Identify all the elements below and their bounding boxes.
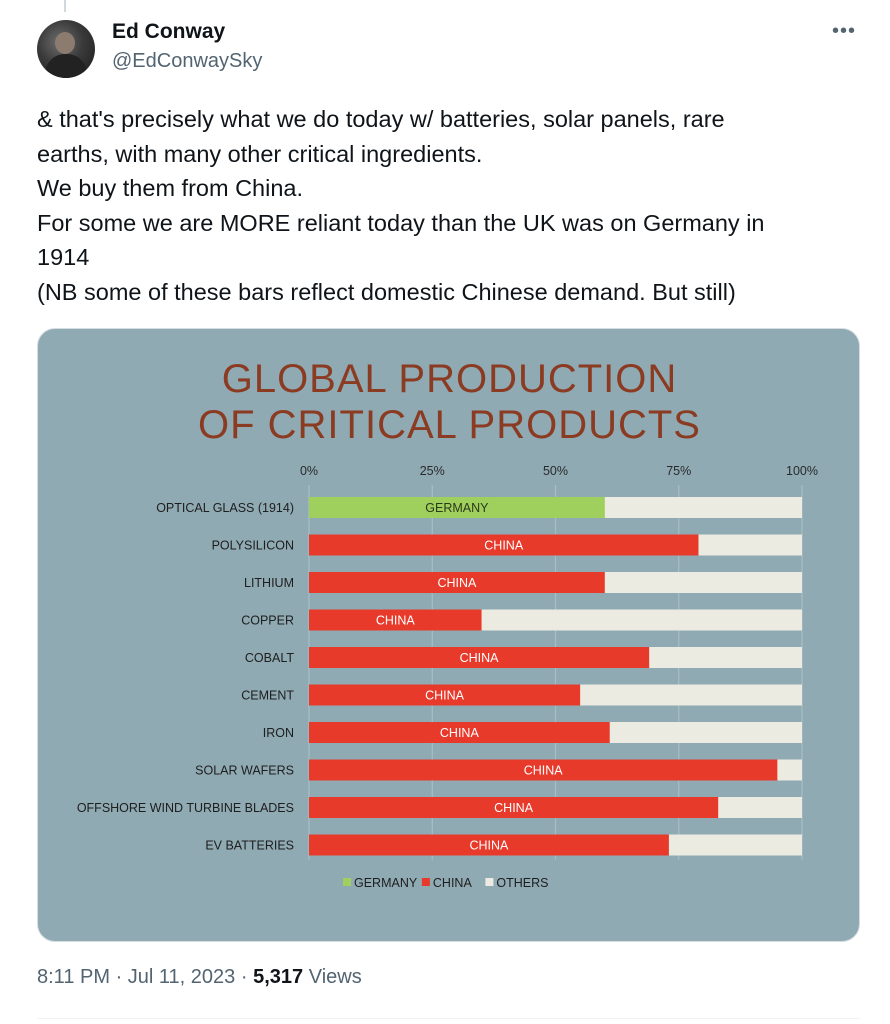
tweet-meta: 8:11 PM · Jul 11, 2023 · 5,317 Views xyxy=(37,966,362,989)
leader-bar xyxy=(309,834,669,856)
category-label: OFFSHORE WIND TURBINE BLADES xyxy=(77,801,294,815)
views-label: Views xyxy=(308,966,362,988)
tweet-line: (NB some of these bars reflect domestic … xyxy=(37,278,736,305)
chart-title-line-1: GLOBAL PRODUCTION xyxy=(221,357,678,401)
legend-label: CHINA xyxy=(433,876,473,890)
leader-bar xyxy=(309,684,581,706)
leader-bar xyxy=(309,722,610,743)
bar-label: CHINA xyxy=(437,576,477,590)
category-label: SOLAR WAFERS xyxy=(195,764,294,778)
bar-label: CHINA xyxy=(494,801,534,815)
bar-label: CHINA xyxy=(484,539,524,553)
author-handle[interactable]: @EdConwaySky xyxy=(112,50,263,72)
legend-swatch xyxy=(421,878,430,886)
tweet-line: & that's precisely what we do today w/ b… xyxy=(37,106,725,132)
tweet-media-chart[interactable]: GLOBAL PRODUCTION OF CRITICAL PRODUCTS 0… xyxy=(37,328,860,942)
x-tick-label: 75% xyxy=(666,464,691,478)
tweet-line: earths, with many other critical ingredi… xyxy=(37,140,483,167)
meta-separator: · xyxy=(240,966,248,988)
x-tick-label: 50% xyxy=(543,464,568,478)
avatar[interactable] xyxy=(37,20,95,78)
chart-title-line-2: OF CRITICAL PRODUCTS xyxy=(198,403,701,447)
bar-label: CHINA xyxy=(469,839,509,853)
bar-label: CHINA xyxy=(425,689,465,703)
tweet-date[interactable]: Jul 11, 2023 xyxy=(127,966,236,988)
leader-bar xyxy=(309,534,699,556)
divider xyxy=(37,1018,860,1019)
bar-label: CHINA xyxy=(376,614,416,628)
category-label: LITHIUM xyxy=(244,576,294,590)
legend-swatch xyxy=(343,878,351,886)
category-label: IRON xyxy=(263,726,294,740)
x-tick-label: 0% xyxy=(300,464,318,478)
leader-bar xyxy=(309,497,605,518)
legend-label: OTHERS xyxy=(496,876,548,890)
category-label: COBALT xyxy=(245,651,294,665)
legend-swatch xyxy=(485,878,494,886)
author-name[interactable]: Ed Conway xyxy=(112,20,226,43)
category-label: COPPER xyxy=(241,614,294,628)
bar-chart: 0% 25% 50% 75% 100% OPTICAL GLASS (1914) GERMA… xyxy=(77,464,818,890)
category-label: POLYSILICON xyxy=(212,539,294,553)
x-tick-label: 25% xyxy=(420,464,445,478)
leader-bar xyxy=(309,759,778,781)
x-tick-label: 100% xyxy=(786,464,818,478)
leader-bar xyxy=(309,572,605,593)
views-count: 5,317 xyxy=(253,966,304,988)
category-label: OPTICAL GLASS (1914) xyxy=(156,501,294,515)
leader-bar xyxy=(309,647,650,668)
category-label: CEMENT xyxy=(241,689,294,703)
thread-connector xyxy=(64,0,66,12)
legend-label: GERMANY xyxy=(354,876,418,890)
leader-bar xyxy=(309,609,482,631)
tweet-line: 1914 xyxy=(37,244,90,270)
meta-separator: · xyxy=(115,966,123,988)
bar-label: CHINA xyxy=(460,651,500,665)
tweet-time[interactable]: 8:11 PM xyxy=(37,966,110,988)
bar-label: CHINA xyxy=(524,764,564,778)
category-label: EV BATTERIES xyxy=(205,839,294,853)
bar-label: GERMANY xyxy=(425,501,489,515)
tweet-text: & that's precisely what we do today w/ b… xyxy=(37,102,837,309)
bar-label: CHINA xyxy=(440,726,480,740)
more-options-icon[interactable]: ••• xyxy=(832,20,857,42)
tweet-line: We buy them from China. xyxy=(37,175,304,201)
tweet-line: For some we are MORE reliant today than … xyxy=(37,209,765,236)
leader-bar xyxy=(309,797,719,818)
